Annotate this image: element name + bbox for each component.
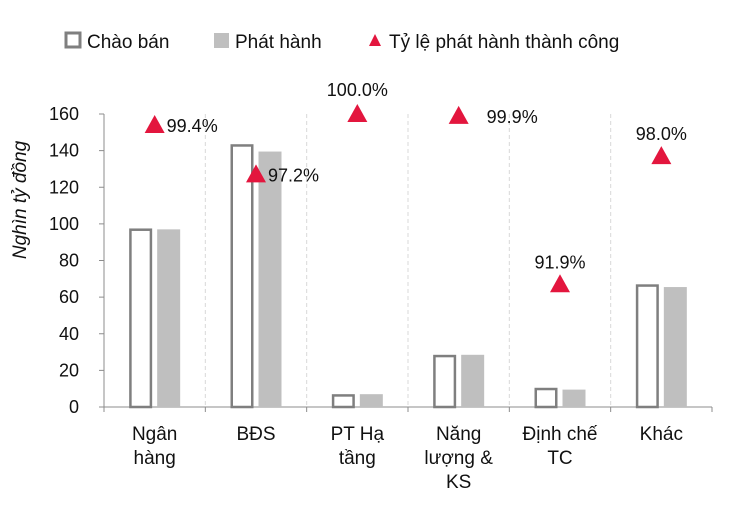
bar-phat-hanh xyxy=(663,287,687,407)
y-tick-label: 140 xyxy=(49,141,79,161)
y-tick-label: 20 xyxy=(59,360,79,380)
data-label-ty-le: 91.9% xyxy=(534,252,585,272)
y-tick-label: 80 xyxy=(59,251,79,271)
marker-ty-le xyxy=(448,105,469,124)
bars xyxy=(129,144,687,409)
legend-label-ty-le: Tỷ lệ phát hành thành công xyxy=(389,32,619,53)
bar-phat-hanh xyxy=(258,151,282,407)
y-tick-label: 60 xyxy=(59,287,79,307)
x-category-label: Khác xyxy=(640,424,683,445)
bar-phat-hanh xyxy=(157,229,181,407)
x-category-label-line: Ngân xyxy=(132,424,177,445)
y-axis-title: Nghìn tỷ đồng xyxy=(10,140,31,259)
x-category-label-line: KS xyxy=(446,472,471,493)
marker-ty-le xyxy=(550,274,570,293)
legend-swatch-ty-le xyxy=(369,34,381,46)
data-label-ty-le: 99.9% xyxy=(487,107,538,127)
x-category-label-line: Khác xyxy=(640,424,683,445)
x-category-label-line: tầng xyxy=(339,448,376,469)
bar-chao-ban xyxy=(331,394,355,409)
bar-chao-ban xyxy=(534,387,558,409)
bar-chao-ban xyxy=(230,144,254,409)
marker-ty-le xyxy=(347,104,368,122)
x-category-label: Ngân hàng xyxy=(132,424,177,469)
x-category-label-line: lượng & xyxy=(424,448,493,469)
y-tick-label: 100 xyxy=(49,214,79,234)
bar-chao-ban xyxy=(433,354,457,409)
marker-ty-le xyxy=(651,146,672,165)
x-category-label-line: Năng xyxy=(436,424,481,445)
legend-swatch-phat-hanh xyxy=(214,33,229,48)
y-tick-label: 120 xyxy=(49,177,79,197)
y-tick-label: 0 xyxy=(69,397,79,417)
bar-phat-hanh xyxy=(562,389,586,407)
bar-phat-hanh xyxy=(359,394,383,407)
bar-chao-ban xyxy=(129,228,153,409)
x-category-label-line: BĐS xyxy=(236,424,275,445)
x-category-label-line: TC xyxy=(547,448,572,469)
x-category-label: Năng lượng & KS xyxy=(424,424,493,493)
legend-label-chao-ban: Chào bán xyxy=(87,32,169,53)
legend: Chào bán Phát hành Tỷ lệ phát hành thành… xyxy=(64,31,619,53)
x-category-label: BĐS xyxy=(236,424,275,445)
legend-label-phat-hanh: Phát hành xyxy=(235,32,322,53)
labels: 99.4% Ngân hàng 97.2% BĐS 100.0% PT Hạ tầng 99.9… xyxy=(132,80,687,493)
data-label-ty-le: 100.0% xyxy=(327,80,388,100)
bar-chao-ban xyxy=(635,284,659,409)
y-tick-label: 160 xyxy=(49,104,79,124)
axes: 0 20 40 60 80 100 120 140 160 xyxy=(49,104,713,417)
bar-phat-hanh xyxy=(461,354,485,407)
legend-swatch-chao-ban xyxy=(64,31,82,49)
data-label-ty-le: 98.0% xyxy=(636,124,687,144)
markers xyxy=(144,104,672,293)
x-category-label-line: PT Hạ xyxy=(331,424,385,445)
x-category-label-line: Định chế xyxy=(523,424,598,445)
x-category-label: PT Hạ tầng xyxy=(331,424,385,469)
marker-ty-le xyxy=(144,114,165,133)
y-tick-label: 40 xyxy=(59,324,79,344)
data-label-ty-le: 97.2% xyxy=(268,165,319,185)
x-category-label: Định chế TC xyxy=(523,424,598,469)
marker-ty-le xyxy=(246,164,266,183)
x-category-label-line: hàng xyxy=(134,448,176,469)
data-label-ty-le: 99.4% xyxy=(167,116,218,136)
